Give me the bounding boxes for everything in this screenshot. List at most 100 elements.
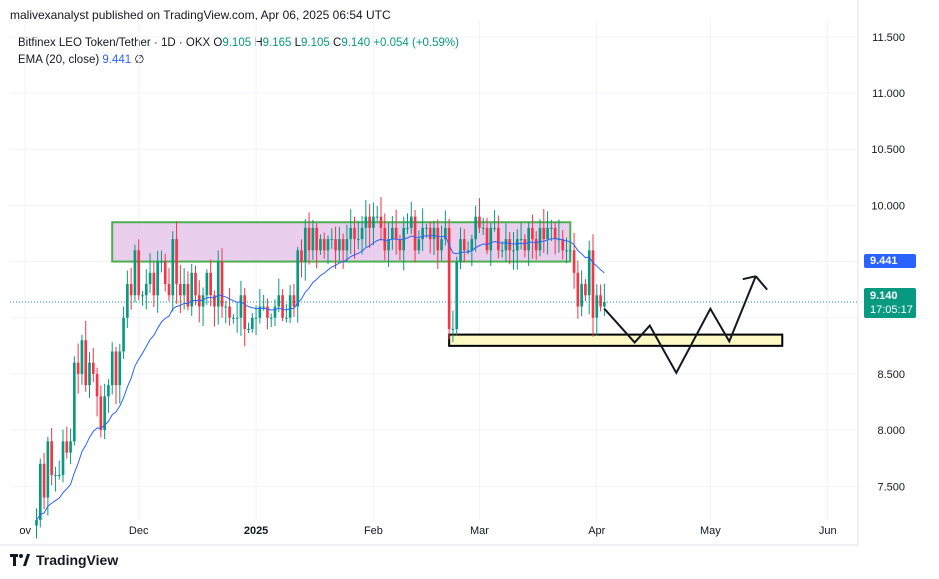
support-zone	[448, 333, 784, 347]
candle-body	[557, 239, 561, 241]
ema-label: EMA (20, close)	[18, 54, 100, 66]
candle-body	[281, 295, 284, 318]
ema-row[interactable]: EMA (20, close) 9.441 ∅	[18, 52, 459, 69]
high-label: H	[254, 37, 263, 49]
ema-polyline	[36, 234, 605, 521]
candle-body	[603, 302, 606, 307]
price-tick-label: 11.000	[872, 88, 905, 100]
candle-body	[353, 227, 356, 240]
candle-body	[428, 227, 432, 240]
candle-body	[398, 239, 402, 251]
candle-body	[432, 227, 436, 240]
candle-body	[508, 239, 512, 251]
candle-body	[84, 340, 88, 386]
candle-body	[425, 227, 428, 229]
candle-body	[379, 216, 383, 228]
price-tick-label: 7.500	[877, 481, 905, 493]
high-value: 9.165	[262, 37, 292, 49]
candle-body	[474, 216, 477, 240]
candle-body	[349, 227, 353, 240]
candle-body	[440, 239, 443, 251]
candle-body	[232, 317, 235, 319]
candle-body	[167, 284, 171, 296]
candle-body	[175, 239, 178, 285]
candle-body	[95, 373, 99, 397]
candle-body	[296, 250, 300, 307]
candle-body	[360, 227, 364, 240]
candle-body	[141, 295, 144, 297]
candle-body	[580, 284, 583, 307]
candle-body	[307, 227, 311, 251]
time-tick-label: Feb	[364, 525, 383, 537]
candle-body	[50, 441, 53, 476]
candle-body	[190, 272, 194, 307]
candle-body	[466, 250, 470, 252]
candle-body	[584, 284, 587, 296]
candle-body	[269, 317, 273, 319]
time-tick-label: 2025	[244, 525, 268, 537]
tradingview-logo[interactable]: TradingView	[10, 552, 118, 568]
candle-body	[137, 250, 141, 296]
time-tick-label: ov	[19, 525, 31, 537]
candle-body	[254, 317, 258, 319]
candle-body	[38, 463, 42, 520]
projection-line	[603, 275, 757, 375]
candle-body	[383, 227, 387, 251]
candle-body	[356, 239, 360, 241]
candle-body	[65, 441, 69, 453]
candle-body	[103, 396, 106, 431]
candle-body	[531, 227, 534, 240]
candle-body	[46, 441, 50, 498]
candle-body	[156, 261, 159, 296]
candle-body	[500, 250, 504, 252]
candle-body	[523, 239, 527, 251]
candle-body	[341, 239, 345, 251]
candle-body	[565, 250, 568, 252]
candle-body	[57, 475, 61, 477]
candle-body	[413, 216, 417, 251]
candle-body	[224, 306, 228, 308]
price-tick-label: 10.000	[871, 200, 905, 212]
candle-body	[330, 239, 334, 241]
candle-body	[122, 317, 125, 352]
ema-value: 9.441	[102, 54, 132, 66]
candle-body	[277, 295, 281, 307]
price-axis[interactable]: 7.500 8.000 8.500 10.000 10.500 11.000 11.500	[871, 32, 905, 493]
candle-body	[266, 306, 269, 318]
candle-body	[462, 239, 466, 251]
time-tick-label: May	[700, 525, 721, 537]
ema-price-tag: 9.441	[864, 254, 916, 268]
candle-body	[73, 362, 76, 442]
candle-body	[228, 306, 231, 318]
candle-body	[489, 227, 493, 251]
candle-body	[542, 227, 546, 240]
candle-body	[550, 227, 553, 229]
candle-body	[512, 250, 515, 252]
candle-body	[591, 250, 595, 318]
candle-body	[194, 272, 197, 296]
candle-body	[110, 351, 114, 386]
candle-body	[409, 216, 413, 228]
candle-body	[599, 295, 602, 307]
candle-body	[519, 239, 523, 241]
candle-body	[186, 284, 190, 307]
low-value: 9.105	[301, 37, 330, 49]
candle-body	[216, 261, 220, 307]
time-tick-label: Mar	[470, 525, 489, 537]
ema-null-icon: ∅	[134, 54, 145, 66]
time-tick-label: Apr	[588, 525, 605, 537]
candle-body	[444, 227, 447, 240]
candle-body	[258, 306, 262, 318]
candle-body	[459, 239, 462, 262]
grid-lines	[0, 0, 859, 546]
tradingview-icon	[10, 554, 30, 566]
candle-body	[595, 295, 599, 318]
time-axis[interactable]: ov Dec 2025 Feb Mar Apr May Jun	[19, 525, 836, 537]
candle-body	[129, 284, 133, 296]
ohlc-row: Bitfinex LEO Token/Tether · 1D · OKX O9.…	[18, 35, 459, 52]
candle-body	[515, 239, 519, 251]
candle-body	[300, 250, 303, 262]
candle-body	[338, 239, 341, 251]
publish-info: malivexanalyst published on TradingView.…	[10, 8, 391, 22]
